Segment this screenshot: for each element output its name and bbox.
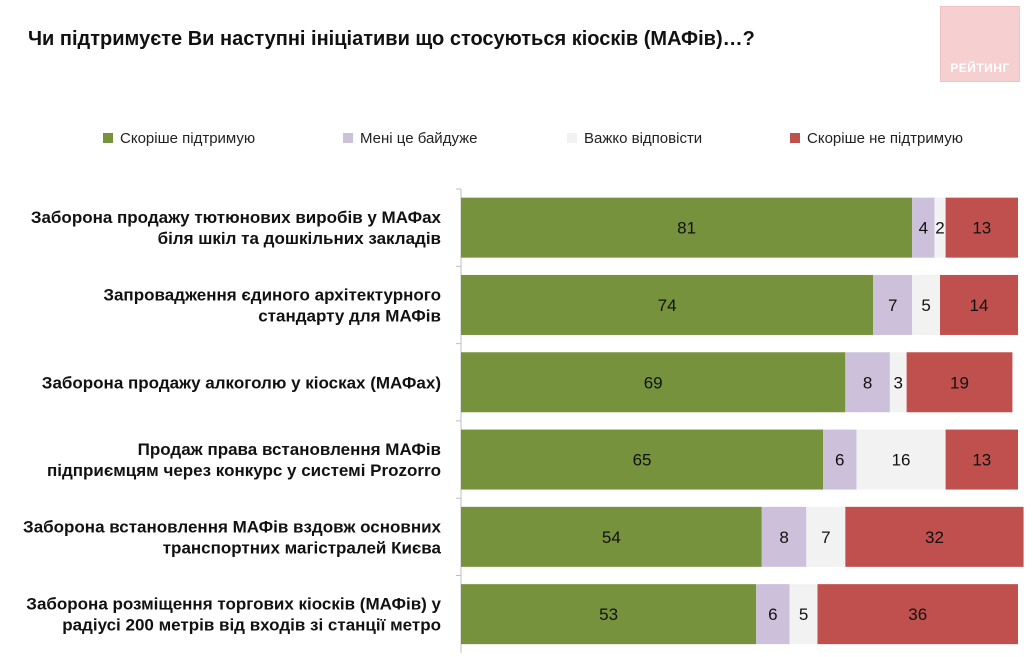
bar-segment	[934, 197, 946, 258]
bar-segment	[761, 506, 807, 567]
bar-segment	[912, 274, 941, 335]
data-label: 5	[799, 605, 808, 624]
data-label: 13	[972, 219, 991, 238]
legend-item: Скоріше не підтримую	[790, 128, 963, 148]
bar-segment	[789, 584, 818, 645]
data-label: 53	[599, 605, 618, 624]
legend-swatch	[790, 133, 800, 143]
chart-title: Чи підтримуєте Ви наступні ініціативи що…	[28, 28, 755, 50]
legend-label: Важко відповісти	[584, 129, 703, 147]
bar-segment	[845, 506, 1024, 567]
data-label: 7	[821, 528, 830, 547]
bar-segment	[756, 584, 790, 645]
bar-segment	[461, 197, 913, 258]
bar-segment	[945, 429, 1018, 490]
rating-logo: РЕЙТИНГ	[940, 6, 1020, 82]
category-label: Заборона продажу алкоголю у кіосках (МАФ…	[42, 373, 441, 392]
data-label: 69	[644, 373, 663, 392]
legend-swatch	[343, 133, 353, 143]
data-label: 8	[863, 373, 872, 392]
category-label: Заборона продажу тютюнових виробів у МАФ…	[31, 208, 442, 248]
category-label: Продаж права встановлення МАФів підприємц…	[47, 440, 441, 480]
category-label: Заборона встановлення МАФів вздовж основ…	[23, 517, 441, 557]
data-label: 14	[970, 296, 989, 315]
bar-segment	[823, 429, 857, 490]
legend-label: Скоріше підтримую	[120, 129, 256, 147]
legend-label: Мені це байдуже	[360, 129, 478, 147]
category-label: Запровадження єдиного архітектурного стан…	[103, 285, 441, 325]
bar-segment	[461, 352, 846, 413]
bar-segment	[461, 506, 762, 567]
legend-swatch	[103, 133, 113, 143]
data-label: 8	[779, 528, 788, 547]
data-label: 6	[835, 451, 844, 470]
bar-segment	[873, 274, 913, 335]
data-label: 36	[908, 605, 927, 624]
data-label: 19	[950, 373, 969, 392]
bar-segment	[461, 274, 874, 335]
data-label: 65	[633, 451, 652, 470]
legend-item: Скоріше підтримую	[103, 128, 255, 148]
data-label: 3	[894, 373, 903, 392]
data-label: 74	[658, 296, 677, 315]
bar-segment	[461, 584, 757, 645]
bar-segment	[906, 352, 1013, 413]
data-label: 81	[677, 219, 696, 238]
data-label: 7	[888, 296, 897, 315]
data-label: 4	[919, 219, 928, 238]
bar-segment	[817, 584, 1018, 645]
category-label: Заборона розміщення торгових кіосків (МА…	[26, 595, 441, 635]
bar-segment	[940, 274, 1018, 335]
data-label: 5	[921, 296, 930, 315]
legend-swatch	[567, 133, 577, 143]
data-label: 2	[935, 219, 944, 238]
data-label: 16	[892, 451, 911, 470]
bar-segment	[856, 429, 946, 490]
data-label: 54	[602, 528, 621, 547]
legend-item: Мені це байдуже	[343, 128, 478, 148]
bar-segment	[889, 352, 907, 413]
data-label: 13	[972, 451, 991, 470]
bar-segment	[945, 197, 1018, 258]
data-label: 6	[768, 605, 777, 624]
bar-segment	[912, 197, 935, 258]
bar-segment	[845, 352, 890, 413]
legend-label: Скоріше не підтримую	[807, 129, 963, 147]
bar-segment	[806, 506, 846, 567]
legend-item: Важко відповісти	[567, 128, 702, 148]
legend: Скоріше підтримую Мені це байдуже Важко ві…	[0, 128, 1033, 148]
bar-segment	[461, 429, 824, 490]
logo-text: РЕЙТИНГ	[950, 61, 1010, 75]
data-label: 32	[925, 528, 944, 547]
